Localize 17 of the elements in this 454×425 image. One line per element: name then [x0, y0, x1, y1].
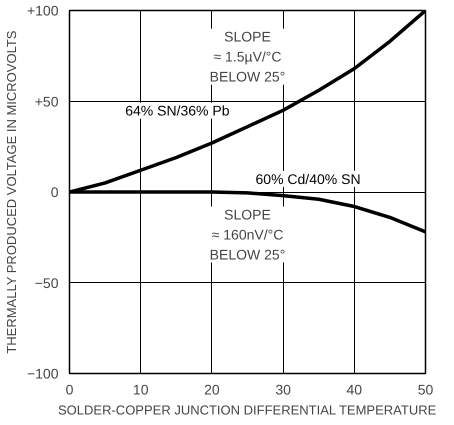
- x-tick-label: 10: [132, 382, 149, 398]
- annotation: SLOPE ≈ 1.5µV/°C BELOW 25°: [210, 28, 286, 85]
- y-tick-label: 0: [50, 184, 59, 200]
- y-tick-label: +50: [34, 93, 59, 110]
- y-tick-label: −50: [34, 274, 59, 291]
- x-tick-label: 30: [275, 382, 292, 398]
- y-tick-label: +100: [26, 2, 59, 18]
- y-axis-title: THERMALLY PRODUCED VOLTAGE IN MICROVOLTS: [4, 30, 19, 354]
- annotation: SLOPE ≈ 160nV/°C BELOW 25°: [210, 206, 286, 263]
- series-label: 64% SN/36% Pb: [125, 102, 230, 119]
- x-tick-label: 40: [346, 382, 362, 398]
- series-label: 60% Cd/40% SN: [256, 170, 361, 187]
- x-axis-title: SOLDER-COPPER JUNCTION DIFFERENTIAL TEMPERATURE: [58, 402, 437, 418]
- x-tick-label: 50: [418, 382, 434, 398]
- y-tick-label: −100: [26, 366, 59, 382]
- x-tick-label: 20: [204, 382, 220, 398]
- x-tick-label: 0: [66, 382, 74, 398]
